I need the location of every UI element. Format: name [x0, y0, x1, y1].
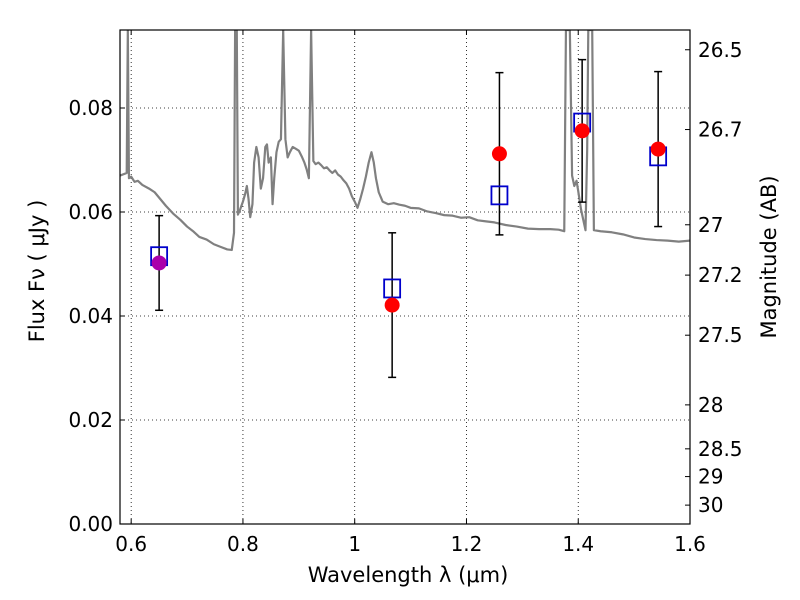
plot-background	[120, 30, 690, 524]
magnitude-tick-label: 30	[698, 493, 723, 517]
magnitude-tick-label: 27	[698, 213, 723, 237]
magnitude-tick-label: 26.5	[698, 38, 743, 62]
observed-point	[491, 146, 507, 162]
x-axis: 0.6 0.8 1 1.2 1.4 1.6	[115, 30, 706, 556]
y-axis-right-label: Magnitude (AB)	[757, 175, 781, 338]
x-tick-label: 1.2	[451, 532, 483, 556]
y-axis-flux: 0.00 0.02 0.04 0.06 0.08	[68, 96, 125, 536]
plot-area	[119, 29, 691, 525]
model-photometry-square	[490, 185, 509, 206]
magnitude-tick-label: 28.5	[698, 437, 743, 461]
y-tick-label: 0.04	[68, 304, 113, 328]
magnitude-tick-label: 28	[698, 393, 723, 417]
y-tick-label: 0.02	[68, 408, 113, 432]
sed-model-line	[120, 30, 690, 252]
model-photometry-square	[383, 278, 402, 299]
y-tick-label: 0.06	[68, 200, 113, 224]
data-layer	[120, 30, 690, 379]
observed-point	[384, 297, 400, 313]
x-axis-label: Wavelength λ (μm)	[308, 563, 509, 587]
observed-point	[151, 255, 167, 271]
magnitude-tick-label: 27.5	[698, 323, 743, 347]
observed-point	[650, 141, 666, 157]
plot-frame	[119, 29, 691, 525]
y-tick-label: 0.00	[68, 512, 113, 536]
magnitude-tick-label: 26.7	[698, 118, 743, 142]
y-axis-label: Flux Fν ( μJy )	[25, 200, 49, 343]
observed-point	[574, 123, 590, 139]
x-tick-label: 1.4	[562, 532, 594, 556]
y-axis-magnitude: 26.5 26.7 27 27.2 27.5 28 28.5 29 30	[685, 38, 743, 517]
x-tick-label: 1	[348, 532, 361, 556]
magnitude-tick-label: 29	[698, 465, 723, 489]
y-tick-label: 0.08	[68, 96, 113, 120]
magnitude-tick-label: 27.2	[698, 263, 743, 287]
x-tick-label: 0.6	[115, 532, 147, 556]
x-tick-label: 1.6	[674, 532, 706, 556]
x-tick-label: 0.8	[227, 532, 259, 556]
